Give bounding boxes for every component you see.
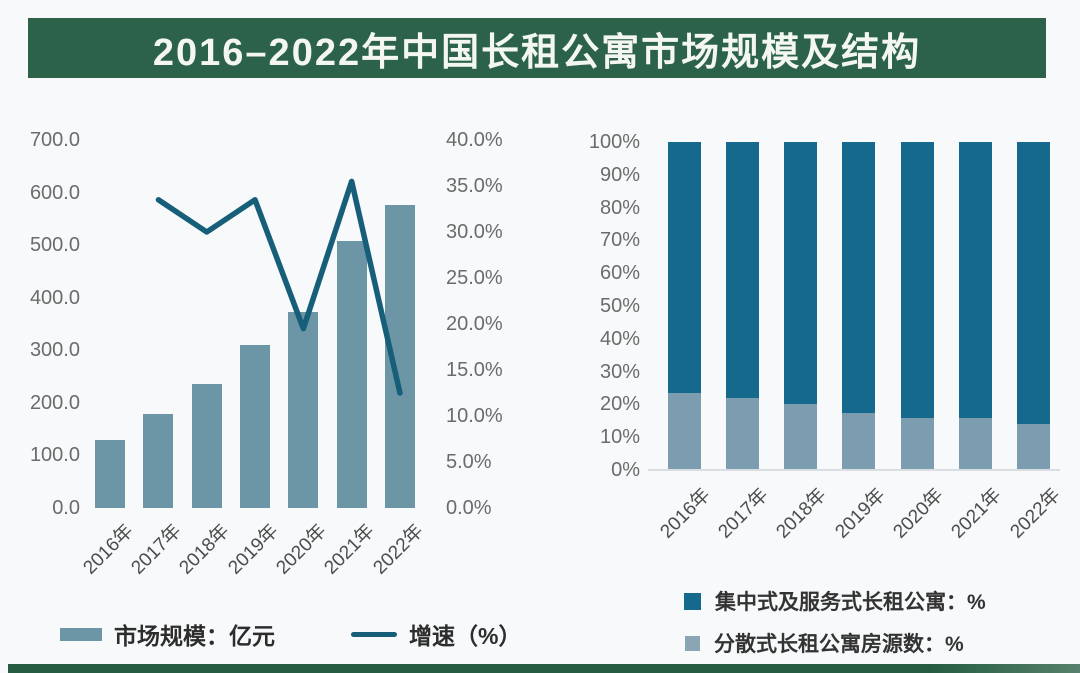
right-axis-tick: 15.0% [446,359,503,381]
page-title: 2016–2022年中国长租公寓市场规模及结构 [152,31,922,74]
stacked-bar-dark-segment [959,142,992,418]
market-size-bar [143,414,174,508]
stacked-bar-light-segment [784,404,818,470]
market-size-bar [191,384,222,508]
stacked-bar-light-segment [900,417,934,470]
right-axis-tick: 40.0% [446,129,503,151]
market-size-legend-swatch [60,627,102,641]
left-chart-legend: 市场规模：亿元 增速（%） [60,617,521,651]
stacked-y-tick: 40% [599,327,640,350]
stacked-y-tick: 60% [599,262,640,285]
right-axis-tick: 5.0% [446,451,492,473]
stacked-bar-light-segment [959,417,992,470]
stacked-y-tick: 70% [599,229,640,252]
left-axis-tick: 300.0 [29,339,80,362]
right-axis-tick: 25.0% [446,267,503,289]
stacked-bar-dark-segment [784,142,818,405]
centralized-legend-swatch [684,592,701,610]
stacked-chart-baseline [648,469,1060,471]
left-axis-tick: 0.0 [52,497,80,519]
stacked-bar-dark-segment [842,142,876,413]
stacked-y-tick: 0% [611,459,640,481]
stacked-y-tick: 80% [599,196,640,219]
stacked-bar-dark-segment [725,142,759,398]
growth-rate-legend-label: 增速（%） [409,623,522,649]
left-axis-tick: 600.0 [29,181,80,204]
decentralized-legend-row: 分散式长租公寓房源数：% [685,628,964,658]
stacked-chart-x-label: 2019年 [831,484,890,543]
market-size-legend-label: 市场规模：亿元 [114,623,275,649]
title-banner: 2016–2022年中国长租公寓市场规模及结构 [28,18,1046,78]
stacked-y-tick: 10% [599,426,640,449]
stacked-chart-x-label: 2018年 [772,484,831,543]
stacked-chart-x-label: 2016年 [656,484,715,543]
stacked-bar-light-segment [725,397,759,470]
stacked-y-tick: 100% [588,131,640,153]
left-axis-tick: 200.0 [29,391,80,414]
stacked-bar-light-segment [842,412,876,470]
centralized-legend-label: 集中式及服务式长租公寓：% [715,591,986,614]
stacked-y-tick: 90% [599,163,640,186]
stacked-y-tick: 30% [599,360,640,383]
stacked-chart-x-label: 2021年 [947,484,1006,543]
stacked-chart-x-label: 2017年 [714,484,773,543]
market-size-bar [95,439,126,508]
stacked-chart-x-label: 2020年 [889,484,948,543]
bottom-banner-strip [8,664,1080,673]
stacked-bar-dark-segment [900,142,934,418]
growth-rate-legend-swatch [351,631,397,637]
stacked-y-tick: 50% [599,295,640,317]
left-axis-tick: 700.0 [29,129,80,151]
decentralized-legend-swatch [685,635,700,651]
right-axis-tick: 0.0% [446,497,492,519]
left-axis-tick: 100.0 [29,444,80,467]
decentralized-legend-label: 分散式长租公寓房源数：% [714,633,964,656]
left-axis-tick: 500.0 [29,234,80,257]
stacked-chart-x-label: 2022年 [1006,484,1065,543]
stacked-y-tick: 20% [599,393,640,416]
left-axis-tick: 400.0 [29,286,80,309]
right-axis-tick: 35.0% [446,175,503,197]
stacked-bar-light-segment [1017,424,1051,470]
stacked-bar-dark-segment [667,142,701,393]
stacked-bar-dark-segment [1017,142,1051,425]
right-axis-tick: 30.0% [446,221,503,243]
stacked-bar-light-segment [667,392,701,470]
right-axis-tick: 10.0% [446,405,503,427]
right-axis-tick: 20.0% [446,313,503,335]
centralized-legend-row: 集中式及服务式长租公寓：% [684,586,986,616]
